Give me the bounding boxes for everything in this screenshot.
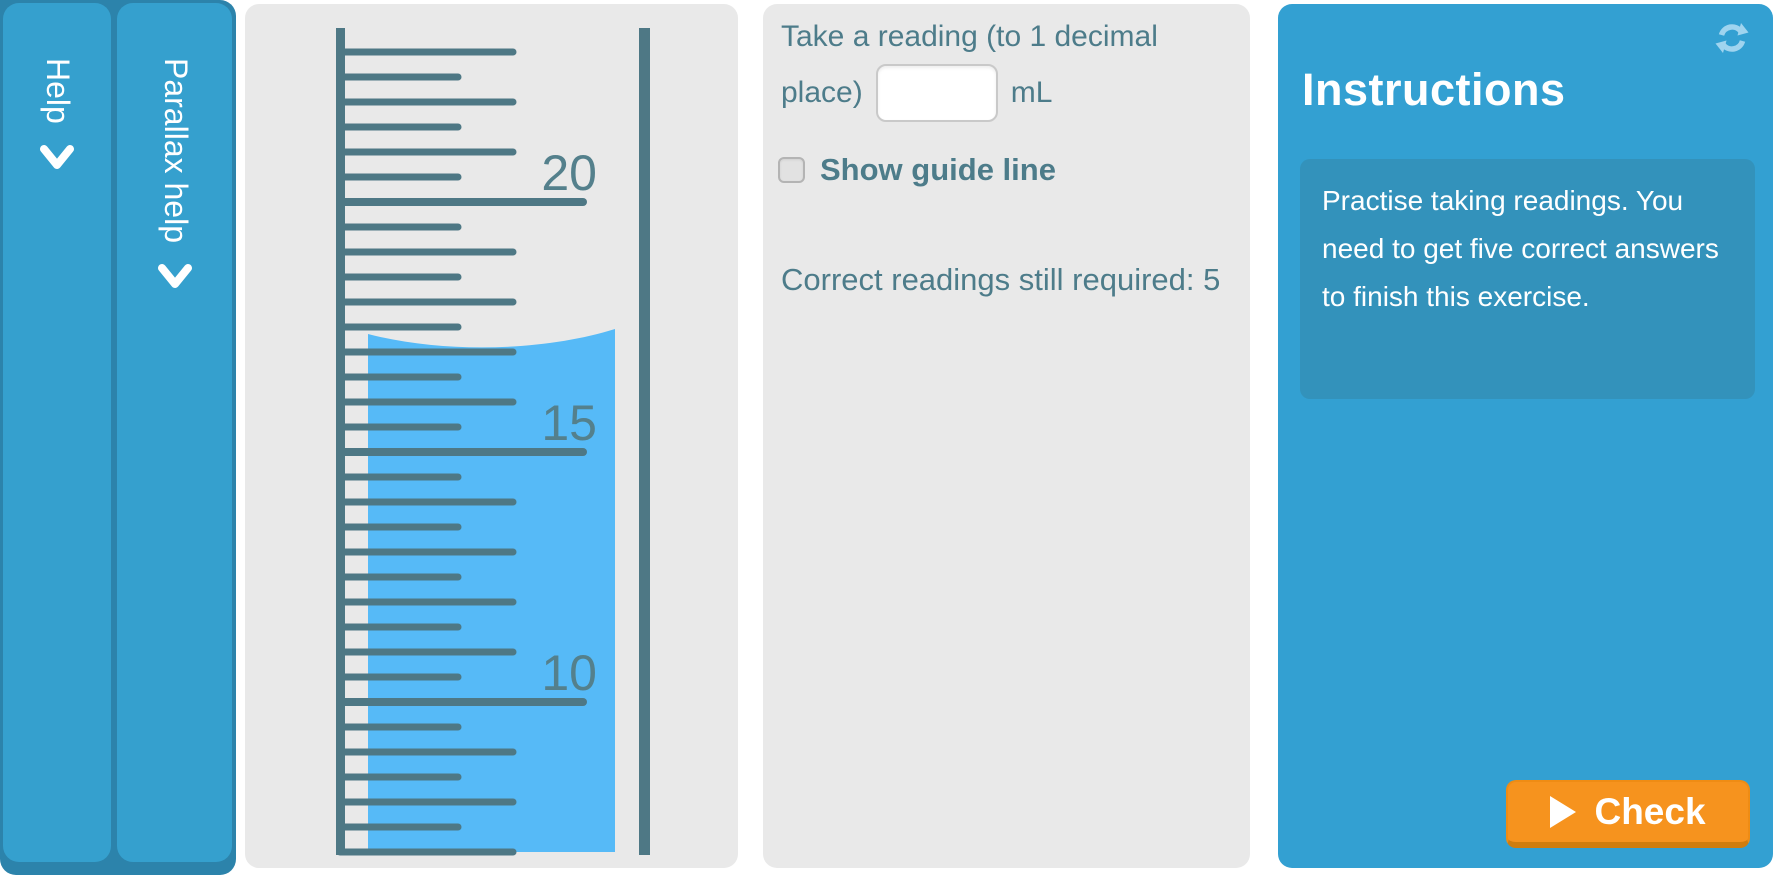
refresh-icon[interactable]	[1715, 22, 1749, 54]
unit-suffix: mL	[1010, 76, 1053, 109]
instructions-panel: Instructions Practise taking readings. Y…	[1278, 4, 1773, 868]
check-button[interactable]: Check	[1506, 780, 1750, 848]
reading-panel: Take a reading (to 1 decimal place) mL S…	[763, 4, 1250, 868]
reading-prompt-line2: place)	[781, 76, 863, 109]
measuring-cylinder-graphic: 20 15 10	[336, 28, 650, 856]
show-guide-line-checkbox[interactable]	[778, 157, 805, 183]
svg-text:20: 20	[541, 145, 597, 201]
svg-text:10: 10	[541, 645, 597, 701]
tab-help-label: Help	[40, 58, 76, 124]
svg-text:15: 15	[541, 395, 597, 451]
tab-parallax-help-label: Parallax help	[157, 58, 194, 243]
reading-input[interactable]	[875, 64, 998, 122]
scale-labels: 20 15 10	[541, 145, 597, 701]
instructions-body-box: Practise taking readings. You need to ge…	[1300, 159, 1755, 399]
status-count: 5	[1203, 262, 1221, 297]
measuring-cylinder-panel: 20 15 10	[245, 4, 738, 868]
tab-help[interactable]: Help	[3, 3, 111, 862]
status-line: Correct readings still required: 5	[781, 262, 1220, 298]
chevron-right-icon	[158, 264, 192, 288]
show-guide-line-label: Show guide line	[820, 152, 1056, 187]
check-button-label: Check	[1594, 791, 1706, 832]
instructions-title: Instructions	[1302, 64, 1566, 115]
play-icon	[1550, 796, 1577, 828]
chevron-right-icon	[40, 144, 75, 169]
instructions-body-text: Practise taking readings. You need to ge…	[1322, 185, 1719, 312]
reading-prompt-line1: Take a reading (to 1 decimal	[781, 20, 1158, 53]
tab-parallax-help[interactable]: Parallax help	[117, 3, 232, 862]
scale-ticks	[336, 48, 587, 856]
status-label: Correct readings still required:	[781, 262, 1195, 297]
help-tabs-backing: Help Parallax help	[0, 0, 236, 875]
liquid	[368, 329, 615, 852]
